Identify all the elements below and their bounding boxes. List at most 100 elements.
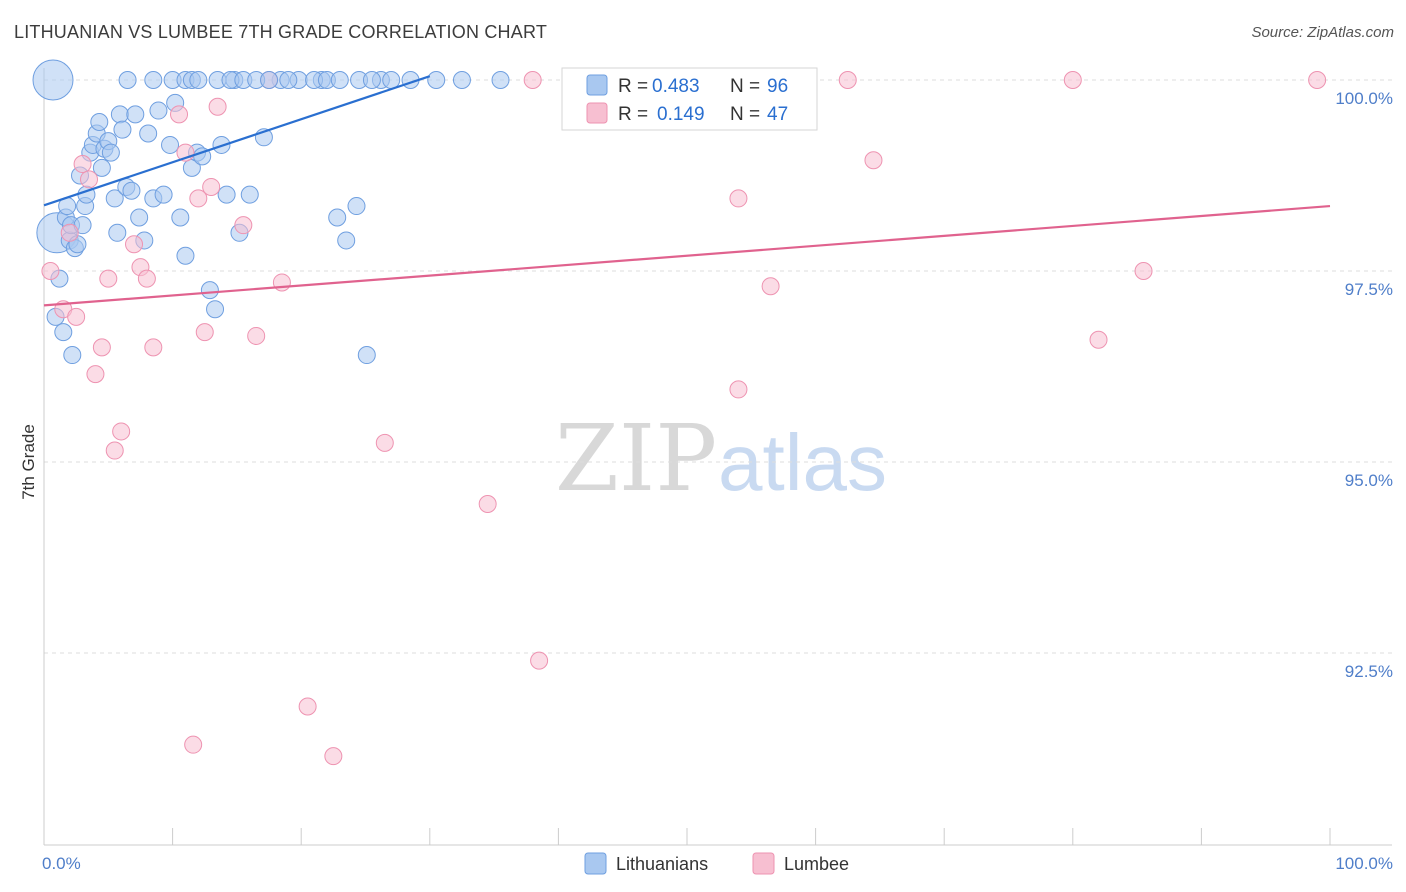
x-tick-label: 0.0% bbox=[42, 854, 81, 873]
lumbee-point bbox=[41, 262, 60, 280]
legend-n-label-1: N = bbox=[730, 76, 760, 97]
lithuanians-point bbox=[144, 71, 163, 89]
lithuanians-point bbox=[126, 105, 145, 124]
lithuanians-point bbox=[337, 231, 356, 250]
bottom-legend-lithuanians: Lithuanians bbox=[616, 854, 708, 874]
lithuanians-point bbox=[118, 71, 137, 89]
lumbee-point bbox=[125, 235, 144, 254]
lithuanians-point bbox=[193, 147, 212, 166]
lumbee-point bbox=[60, 223, 79, 242]
bottom-legend-lumbee: Lumbee bbox=[784, 854, 849, 874]
lumbee-point bbox=[234, 216, 253, 235]
lithuanians-point bbox=[113, 120, 132, 139]
lumbee-point bbox=[195, 323, 214, 342]
bottom-legend-swatch-lumbee bbox=[752, 852, 775, 875]
lumbee-point bbox=[184, 735, 203, 754]
legend-r-value-2: 0.149 bbox=[657, 104, 705, 125]
lumbee-point bbox=[1089, 330, 1108, 349]
legend-r-label-1: R = bbox=[618, 76, 648, 97]
lithuanians-point bbox=[176, 246, 195, 265]
lumbee-point bbox=[144, 338, 163, 357]
lithuanians-point bbox=[330, 71, 349, 89]
lithuanians-point bbox=[149, 101, 168, 120]
lumbee-trend-line bbox=[43, 204, 1331, 307]
lumbee-point bbox=[67, 307, 86, 326]
chart-source: Source: ZipAtlas.com bbox=[1251, 24, 1394, 41]
axes: 100.0% 97.5% 95.0% 92.5% 0.0% 100.0% bbox=[42, 68, 1393, 873]
y-tick-label: 100.0% bbox=[1335, 89, 1393, 108]
x-tick-label: 100.0% bbox=[1335, 854, 1393, 873]
lumbee-point bbox=[838, 71, 857, 89]
lumbee-point bbox=[523, 71, 542, 89]
lithuanians-point bbox=[32, 59, 74, 101]
lithuanians-point bbox=[108, 223, 127, 242]
lithuanians-point bbox=[171, 208, 190, 227]
stats-legend: R = 0.483 N = 96 R = 0.149 N = 47 bbox=[561, 67, 818, 131]
watermark-zip: ZIP bbox=[555, 405, 717, 512]
lumbee-point bbox=[92, 338, 111, 357]
lumbee-point bbox=[86, 365, 105, 384]
y-tick-label: 97.5% bbox=[1345, 280, 1393, 299]
lithuanians-point bbox=[122, 181, 141, 200]
legend-n-value-1: 96 bbox=[767, 76, 788, 97]
lithuanians-point bbox=[101, 143, 120, 162]
y-axis-label: 7th Grade bbox=[19, 424, 38, 500]
lithuanians-point bbox=[279, 71, 298, 89]
lumbee-point bbox=[189, 189, 208, 208]
lithuanians-point bbox=[347, 197, 366, 216]
watermark-atlas: atlas bbox=[718, 418, 887, 507]
lithuanians-point bbox=[189, 71, 208, 89]
chart-title: LITHUANIAN VS LUMBEE 7TH GRADE CORRELATI… bbox=[14, 22, 548, 42]
legend-r-label-2: R = bbox=[618, 104, 648, 125]
lithuanians-point bbox=[90, 113, 109, 132]
lithuanians-point bbox=[54, 323, 73, 342]
legend-n-label-2: N = bbox=[730, 104, 760, 125]
legend-n-value-2: 47 bbox=[767, 104, 788, 125]
lithuanians-point bbox=[200, 281, 219, 300]
lumbee-point bbox=[208, 97, 227, 116]
lumbee-point bbox=[478, 495, 497, 514]
lumbee-point bbox=[324, 747, 343, 766]
legend-swatch-lumbee bbox=[586, 102, 608, 124]
lumbee-point bbox=[247, 326, 266, 345]
lumbee-point bbox=[112, 422, 131, 441]
lumbee-point bbox=[761, 277, 780, 296]
lumbee-point bbox=[1308, 71, 1327, 89]
lithuanians-point bbox=[357, 346, 376, 365]
lithuanians-point bbox=[105, 189, 124, 208]
y-tick-label: 95.0% bbox=[1345, 471, 1393, 490]
bottom-legend: Lithuanians Lumbee bbox=[584, 852, 849, 875]
y-tick-label: 92.5% bbox=[1345, 662, 1393, 681]
lithuanians-point bbox=[161, 135, 180, 154]
legend-swatch-lithuanians bbox=[586, 74, 608, 96]
lithuanians-point bbox=[328, 208, 347, 227]
lithuanians-point bbox=[452, 71, 471, 89]
lumbee-point bbox=[170, 105, 189, 124]
trend-lines bbox=[43, 75, 1331, 307]
lithuanians-point bbox=[260, 71, 279, 89]
lithuanians-point bbox=[130, 208, 149, 227]
lumbee-point bbox=[864, 151, 883, 170]
lithuanians-point bbox=[63, 346, 82, 365]
bottom-legend-swatch-lithuanians bbox=[584, 852, 607, 875]
lithuanians-point bbox=[240, 185, 259, 204]
lithuanians-trend-line bbox=[43, 75, 431, 207]
lumbee-point bbox=[80, 170, 99, 189]
lumbee-point bbox=[1134, 262, 1153, 280]
lithuanians-point bbox=[427, 71, 446, 89]
lithuanians-point bbox=[206, 300, 225, 319]
lithuanians-point bbox=[491, 71, 510, 89]
lithuanians-point bbox=[362, 71, 381, 89]
lithuanians-point bbox=[217, 185, 236, 204]
lumbee-point bbox=[73, 155, 92, 174]
lithuanians-point bbox=[92, 158, 111, 177]
lithuanians-point bbox=[139, 124, 158, 143]
lithuanians-point bbox=[110, 105, 129, 124]
lithuanians-point bbox=[154, 185, 173, 204]
lumbee-point bbox=[137, 269, 156, 288]
grid bbox=[44, 79, 1392, 654]
lumbee-point bbox=[729, 380, 748, 399]
lumbee-point bbox=[1063, 71, 1082, 89]
lumbee-point bbox=[530, 651, 549, 670]
